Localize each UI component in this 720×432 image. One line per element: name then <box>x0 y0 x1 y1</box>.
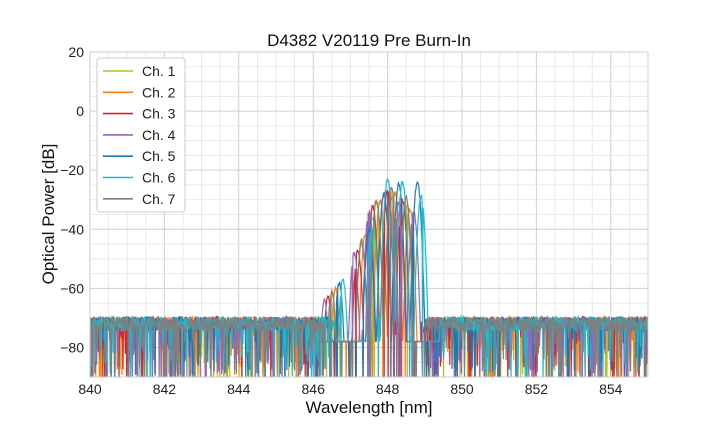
y-tick-label: 20 <box>68 44 84 60</box>
chart-title: D4382 V20119 Pre Burn-In <box>267 31 471 50</box>
x-tick-labels: 840 842 844 846 848 850 852 854 <box>78 381 622 397</box>
legend-box <box>96 57 186 213</box>
y-tick-label: −80 <box>60 339 84 355</box>
x-tick-label: 842 <box>153 381 177 397</box>
y-tick-labels: −80 −60 −40 −20 0 20 <box>60 44 84 355</box>
x-tick-label: 844 <box>227 381 251 397</box>
legend-label-ch-4: Ch. 4 <box>142 127 176 143</box>
plot-area-border <box>89 51 649 378</box>
series-line-ch-7 <box>90 186 648 377</box>
legend-label-ch-6: Ch. 6 <box>142 170 176 186</box>
series-group <box>90 178 648 377</box>
x-tick-label: 854 <box>599 381 623 397</box>
y-axis-label: Optical Power [dB] <box>39 144 58 285</box>
x-tick-label: 846 <box>302 381 326 397</box>
x-axis-label: Wavelength [nm] <box>306 398 433 417</box>
legend-label-ch-7: Ch. 7 <box>142 191 176 207</box>
x-tick-label: 850 <box>450 381 474 397</box>
y-tick-label: −60 <box>60 280 84 296</box>
legend-label-ch-2: Ch. 2 <box>142 84 176 100</box>
x-tick-label: 848 <box>376 381 400 397</box>
legend-label-ch-1: Ch. 1 <box>142 63 176 79</box>
y-tick-label: 0 <box>76 103 84 119</box>
legend: Ch. 1 Ch. 2 Ch. 3 Ch. 4 Ch. 5 Ch. 6 Ch. 7 <box>96 57 186 213</box>
legend-label-ch-5: Ch. 5 <box>142 148 176 164</box>
legend-label-ch-3: Ch. 3 <box>142 106 176 122</box>
y-tick-label: −40 <box>60 221 84 237</box>
x-tick-label: 840 <box>78 381 102 397</box>
y-tick-label: −20 <box>60 162 84 178</box>
x-tick-label: 852 <box>525 381 549 397</box>
